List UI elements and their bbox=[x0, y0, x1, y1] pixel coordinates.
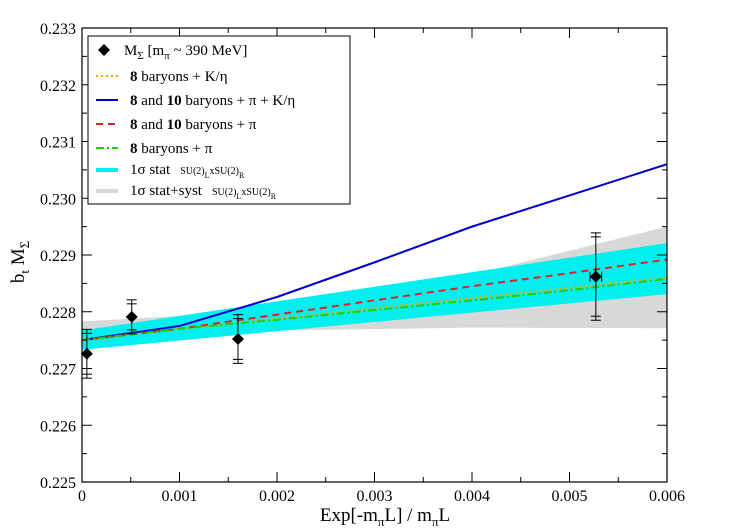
x-tick-label: 0.001 bbox=[162, 488, 198, 505]
fit-lines bbox=[81, 163, 668, 342]
legend-label-stat-syst-band: 1σ stat+syst SU(2)LxSU(2)R bbox=[130, 183, 277, 201]
legend: MΣ [mπ ~ 390 MeV] 8 baryons + K/η 8 and … bbox=[87, 35, 351, 205]
y-tick-label: 0.228 bbox=[40, 305, 76, 322]
diamond-marker bbox=[589, 270, 602, 283]
x-tick-label: 0.006 bbox=[649, 488, 685, 505]
y-tick-label: 0.229 bbox=[40, 248, 76, 265]
x-tick-label: 0 bbox=[78, 488, 86, 505]
legend-marker-points bbox=[98, 44, 110, 56]
data-points bbox=[80, 232, 603, 379]
data-point bbox=[232, 314, 244, 364]
x-tick-label: 0.002 bbox=[259, 488, 295, 505]
legend-label-8-10-pi: 8 and 10 baryons + π bbox=[130, 117, 257, 133]
legend-label-8-pi: 8 baryons + π bbox=[130, 141, 213, 157]
x-tick-label: 0.003 bbox=[357, 488, 393, 505]
legend-label-8-10-pi-k-eta: 8 and 10 baryons + π + K/η bbox=[130, 93, 295, 109]
y-axis-title: bt MΣ bbox=[8, 241, 32, 283]
x-axis-title: Exp[-mπL] / mπL bbox=[320, 505, 450, 528]
line-8-pi bbox=[81, 277, 668, 342]
band-stat bbox=[82, 243, 667, 350]
confidence-bands bbox=[82, 226, 667, 350]
y-tick-label: 0.232 bbox=[40, 78, 76, 95]
diamond-marker bbox=[80, 347, 93, 360]
y-tick-label: 0.226 bbox=[40, 418, 76, 435]
x-tick-label: 0.005 bbox=[552, 488, 588, 505]
line-8-10-pi-k-eta bbox=[81, 163, 668, 342]
legend-label-8-baryons-k-eta: 8 baryons + K/η bbox=[130, 69, 228, 85]
diamond-marker bbox=[125, 310, 138, 323]
y-tick-label: 0.230 bbox=[40, 191, 76, 208]
data-point bbox=[80, 328, 93, 379]
data-point bbox=[125, 299, 138, 335]
legend-label-points: MΣ [mπ ~ 390 MeV] bbox=[124, 43, 247, 62]
y-tick-label: 0.225 bbox=[40, 475, 76, 492]
y-tick-label: 0.231 bbox=[40, 135, 76, 152]
y-tick-label: 0.227 bbox=[40, 362, 76, 379]
axis-ticks: 0 0.001 0.002 0.003 0.004 0.005 0.006 0.225 0.22… bbox=[40, 21, 685, 505]
legend-box bbox=[87, 35, 351, 205]
x-tick-label: 0.004 bbox=[454, 488, 490, 505]
data-point bbox=[589, 232, 603, 321]
legend-label-stat-band: 1σ stat SU(2)LxSU(2)R bbox=[130, 162, 245, 180]
y-tick-label: 0.233 bbox=[40, 21, 76, 38]
diamond-marker bbox=[232, 332, 244, 345]
line-8-baryons-k-eta bbox=[81, 276, 668, 340]
